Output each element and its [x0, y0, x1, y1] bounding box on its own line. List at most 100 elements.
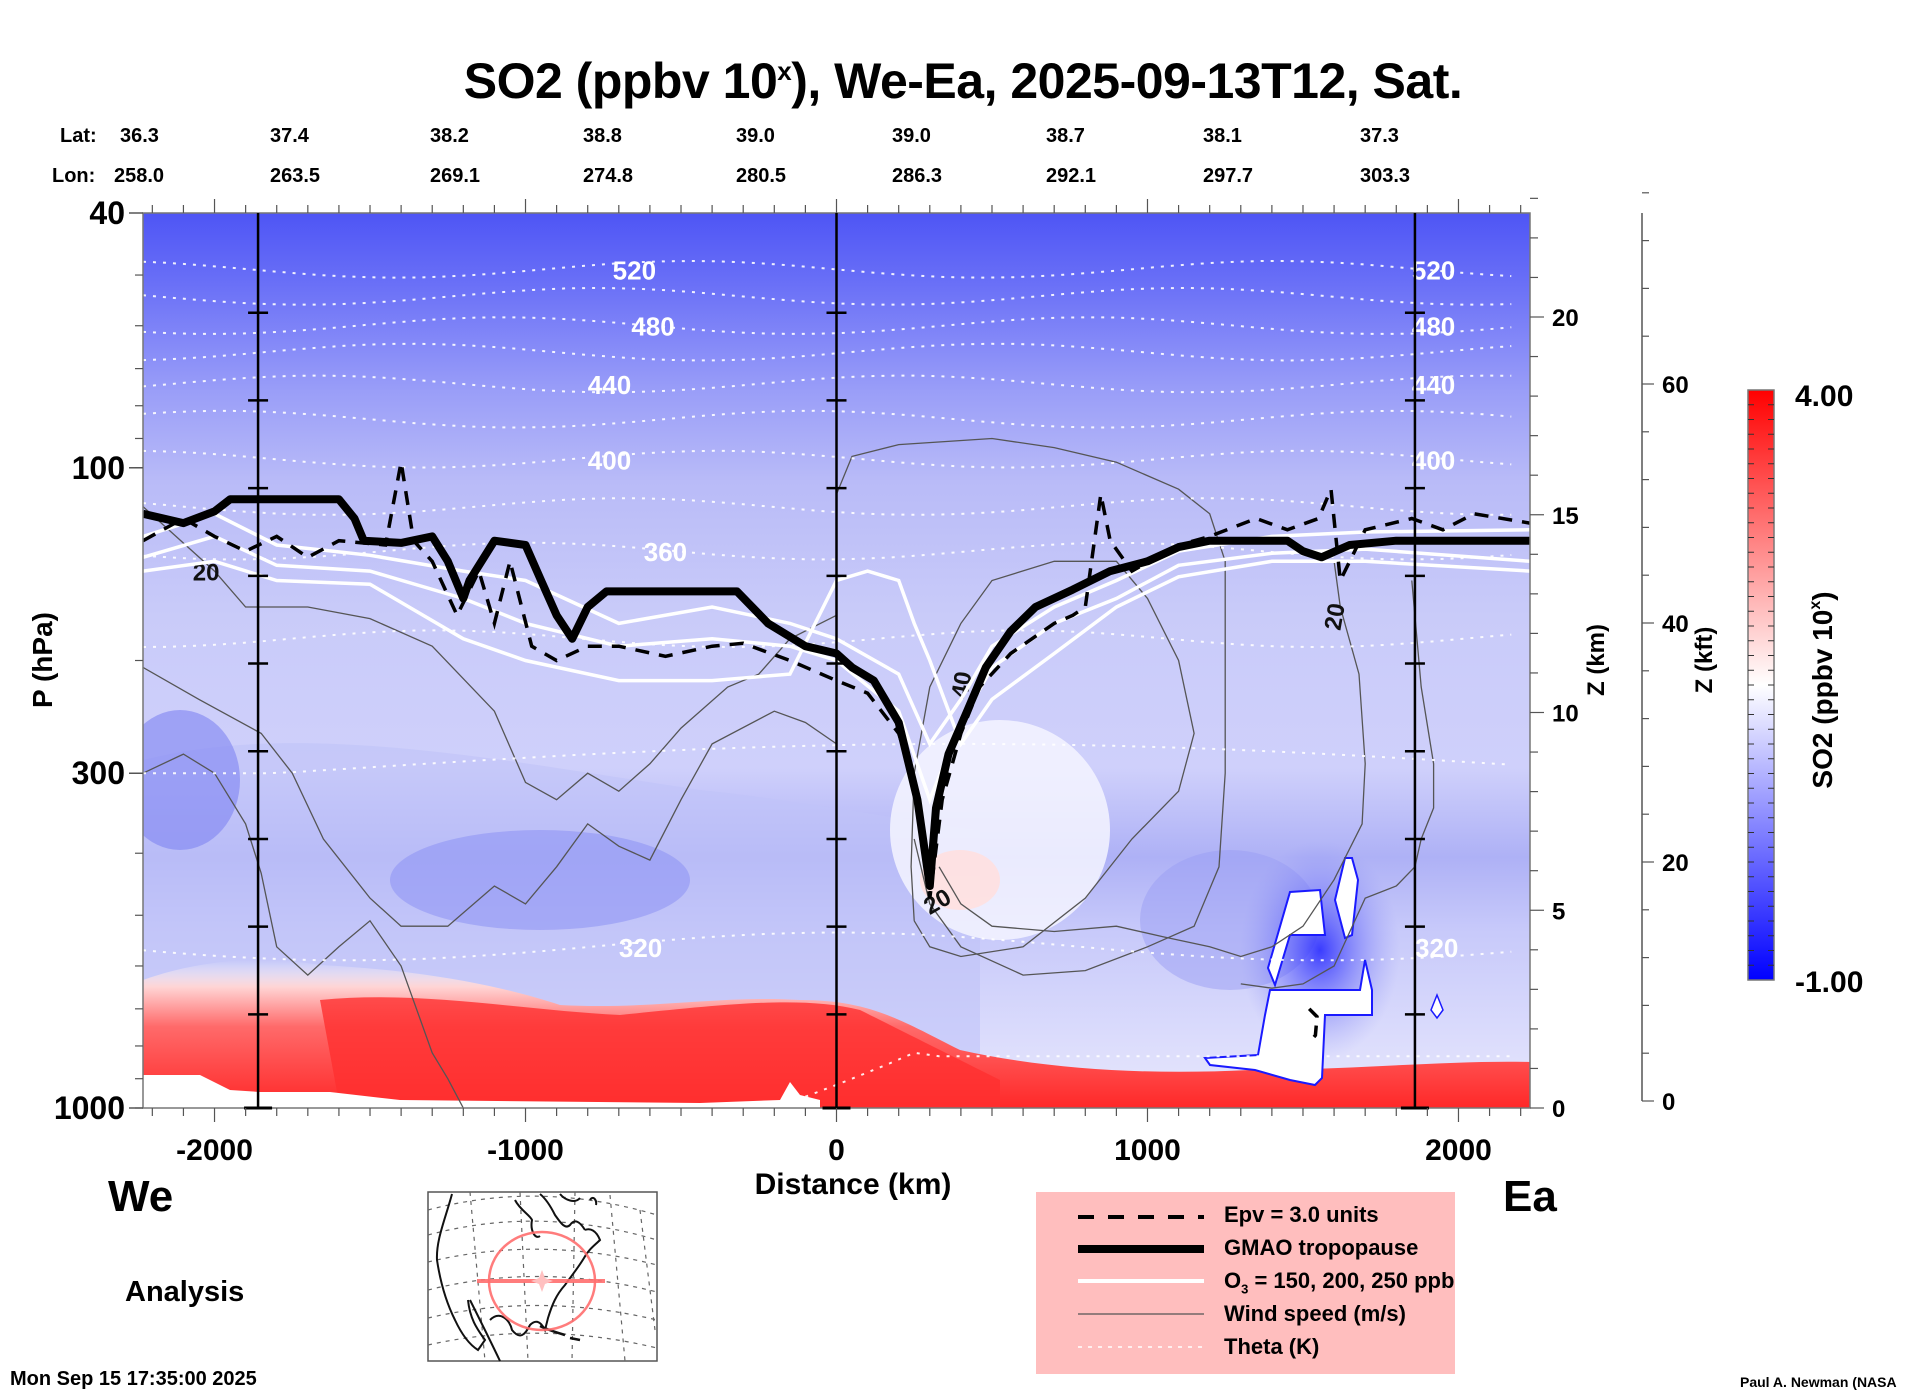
legend-thin-line-icon [1078, 1313, 1204, 1315]
theta-line [143, 742, 1512, 775]
missing-data [143, 1075, 820, 1108]
missing-data [1203, 959, 1373, 1087]
epv-line [143, 461, 1530, 899]
so2-blue-region [143, 710, 240, 850]
wind-contour-line [143, 506, 837, 801]
so2-pink-region [920, 850, 1000, 910]
ozone-contour-line [143, 559, 1530, 748]
lon-row-label: Lon: [52, 165, 96, 187]
wind-contour-line [938, 561, 1366, 958]
y-tick-label: 100 [72, 450, 125, 486]
theta-label: 520 [1412, 255, 1455, 285]
lon-value: 292.1 [1046, 165, 1097, 187]
x-tick-label: -1000 [487, 1134, 564, 1167]
west-label: We [108, 1172, 174, 1221]
missing-data [1430, 992, 1444, 1020]
z-km-tick-label: 20 [1552, 305, 1579, 332]
y-tick-label: 40 [89, 195, 125, 231]
theta-line [143, 931, 1512, 962]
lat-row-label: Lat: [60, 125, 97, 147]
legend-white-line-icon [1078, 1279, 1204, 1283]
title-text-rest: ), We-Ea, 2025-09-13T12, Sat. [791, 53, 1463, 109]
colorbar-title: SO2 (ppbv 10x) [1807, 591, 1838, 788]
lat-value: 38.8 [583, 125, 622, 147]
legend-label: O3 = 150, 200, 250 ppb [1224, 1268, 1455, 1297]
legend-dashed-line-icon [1078, 1215, 1204, 1219]
analysis-label: Analysis [125, 1276, 245, 1308]
theta-line [143, 409, 1512, 429]
y-tick-label: 300 [72, 755, 125, 791]
theta-line [143, 374, 1512, 394]
map-islands [539, 1324, 581, 1342]
legend-item-wind: Wind speed (m/s) [1036, 1299, 1455, 1333]
lon-value: 286.3 [892, 165, 943, 187]
theta-label: 400 [1412, 445, 1455, 475]
z-km-axis-title: Z (km) [1583, 624, 1610, 696]
lon-value: 280.5 [736, 165, 787, 187]
y-axis-pressure: 40 100 300 1000 [54, 195, 143, 1126]
chart-title: SO2 (ppbv 10x), We-Ea, 2025-09-13T12, Sa… [0, 52, 1926, 110]
map-inset [427, 1191, 658, 1362]
theta-label: 440 [1412, 370, 1455, 400]
colorbar: 4.00 -1.00 SO2 (ppbv 10x) [1747, 380, 1863, 999]
legend-label: Wind speed (m/s) [1224, 1301, 1406, 1326]
wind-contour-line [1240, 580, 1435, 989]
theta-label: 480 [631, 312, 674, 342]
theta-line [143, 449, 1512, 469]
theta-line [143, 497, 1512, 516]
theta-label: 360 [644, 537, 687, 567]
z-kft-tick-label: 20 [1662, 850, 1689, 877]
title-superscript: x [777, 56, 792, 86]
z-km-tick-label: 5 [1552, 898, 1565, 925]
timestamp: Mon Sep 15 17:35:00 2025 [10, 1368, 257, 1390]
lon-value: 263.5 [270, 165, 321, 187]
colorbar-ticks [1748, 404, 1774, 966]
legend-label: Epv = 3.0 units [1224, 1202, 1379, 1227]
legend-item-theta: Theta (K) [1036, 1332, 1455, 1366]
credit-label: Paul A. Newman (NASA [1740, 1374, 1897, 1390]
theta-line [143, 286, 1512, 306]
title-text: SO2 (ppbv 10 [463, 53, 778, 109]
legend: Epv = 3.0 units GMAO tropopause O3 = 150… [1036, 1192, 1455, 1374]
x-tick-label: 1000 [1114, 1134, 1181, 1167]
epv-line [1307, 1007, 1319, 1044]
theta-line [143, 629, 1512, 649]
lat-value: 38.1 [1203, 125, 1242, 147]
x-tick-label: -2000 [176, 1134, 253, 1167]
z-kft-tick-label: 0 [1662, 1089, 1675, 1116]
theta-label: 320 [1415, 933, 1458, 963]
x-tick-label: 0 [828, 1134, 845, 1167]
z-kft-tick-label: 60 [1662, 372, 1689, 399]
x-tick-label: 2000 [1425, 1134, 1492, 1167]
theta-line [143, 316, 1512, 335]
wind-contour-label: 20 [1320, 601, 1351, 632]
map-center-marker [531, 1270, 553, 1292]
wind-contour-line [143, 666, 837, 927]
legend-item-tropopause: GMAO tropopause [1036, 1233, 1455, 1267]
theta-label: 440 [588, 370, 631, 400]
theta-label: 480 [1412, 312, 1455, 342]
legend-thick-line-icon [1078, 1245, 1204, 1253]
legend-label: GMAO tropopause [1224, 1235, 1419, 1260]
lat-value: 37.3 [1360, 125, 1399, 147]
y-axis-z-km: 0 5 10 15 20 [1530, 197, 1579, 1123]
colorbar-max-label: 4.00 [1795, 380, 1853, 413]
theta-line [143, 259, 1512, 279]
so2-blue-region [390, 830, 690, 930]
legend-item-ozone: O3 = 150, 200, 250 ppb [1036, 1266, 1455, 1300]
legend-dotted-line-icon [1078, 1346, 1204, 1348]
east-label: Ea [1503, 1172, 1557, 1221]
z-kft-axis-title: Z (kft) [1691, 627, 1718, 694]
theta-label: 400 [588, 445, 631, 475]
map-coastlines [435, 1193, 602, 1362]
theta-line [143, 342, 1512, 362]
z-kft-tick-label: 40 [1662, 611, 1689, 638]
x-axis: -2000 -1000 0 1000 2000 [151, 199, 1522, 1167]
lon-value: 303.3 [1360, 165, 1411, 187]
theta-label: 520 [613, 255, 656, 285]
lat-value: 39.0 [892, 125, 931, 147]
